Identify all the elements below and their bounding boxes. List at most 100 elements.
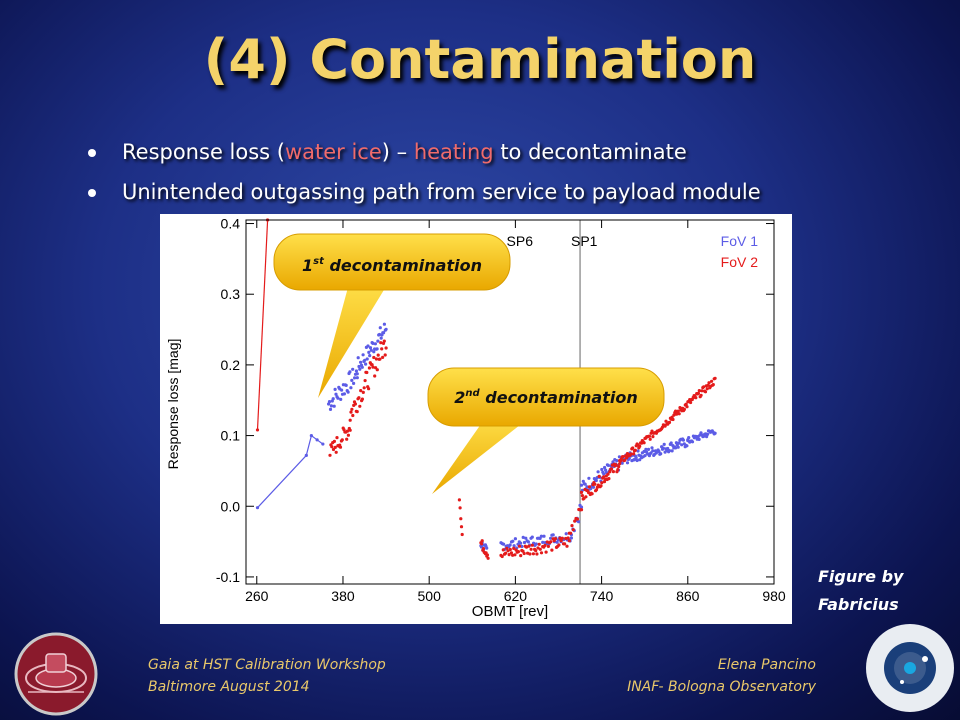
fov1-point (534, 542, 538, 546)
fov2-point (384, 346, 388, 350)
fov1-point (366, 344, 370, 348)
fov2-point (519, 554, 523, 558)
fov2-point (544, 550, 548, 554)
fov2-point (378, 357, 382, 361)
fov1-point (348, 370, 352, 374)
fov1-point (676, 445, 680, 449)
legend-fov1: FoV 1 (721, 233, 759, 249)
fov2-point (501, 548, 505, 552)
fov2-point (350, 407, 354, 411)
fov1-point (361, 353, 365, 357)
fov2-point (648, 437, 652, 441)
y-tick-label: 0.4 (221, 216, 241, 232)
callout-suffix: st (313, 256, 325, 267)
fov1-point (346, 390, 350, 394)
fov1-point (350, 378, 354, 382)
fov1-point (662, 442, 666, 446)
fov1-point (255, 506, 260, 510)
y-axis-label: Response loss [mag] (165, 339, 181, 470)
fov2-point (560, 536, 564, 540)
y-tick-label: 0.1 (221, 428, 241, 444)
x-tick-label: 980 (762, 588, 786, 604)
fov1-point (526, 540, 530, 544)
fov1-point (521, 535, 525, 539)
fov2-point (703, 390, 708, 394)
callout-ordinal: 1 (302, 256, 313, 275)
fov2-point (707, 381, 711, 385)
fov2-point (381, 355, 385, 359)
x-tick-label: 740 (590, 588, 614, 604)
fov2-point (553, 537, 557, 541)
fov1-point (669, 441, 673, 445)
fov1-point (625, 461, 630, 465)
fov1-point (371, 341, 375, 345)
fov2-point (608, 470, 612, 474)
fov2-point (573, 519, 577, 523)
fov2-point (631, 446, 635, 450)
fov1-point (606, 463, 610, 467)
bullet-list: Response loss (water ice) – heating to d… (88, 132, 761, 212)
callout-suffix: nd (465, 388, 480, 399)
fov2-point (333, 445, 337, 449)
fov2-point (611, 470, 615, 474)
fov2-point (550, 548, 554, 552)
fov1-point (354, 369, 358, 373)
x-tick-label: 260 (245, 588, 269, 604)
fov1-point (680, 443, 684, 447)
fov2-point (587, 485, 591, 489)
fov1-point (328, 407, 333, 411)
bullet-highlight: water ice (284, 140, 382, 164)
fov1-point (541, 540, 545, 544)
fov2-point (371, 365, 375, 369)
fov1-point (657, 449, 661, 454)
fov2-point (527, 544, 531, 548)
fov2-point (530, 543, 534, 547)
fov2-point (685, 405, 689, 409)
fov1-point (549, 536, 553, 540)
fov2-point (593, 482, 597, 486)
fov1-line (257, 434, 324, 509)
bullet-item: Unintended outgassing path from service … (88, 172, 761, 212)
fov1-point (646, 447, 651, 451)
fov1-point (304, 453, 308, 457)
fov2-point (563, 542, 567, 546)
fov2-point (460, 532, 464, 537)
fov1-point (604, 468, 608, 472)
fov2-point (538, 547, 542, 551)
fov1-point (363, 358, 367, 362)
fov1-point (603, 465, 607, 470)
fov2-point (546, 544, 550, 548)
fov2-point (600, 481, 604, 485)
fov2-point (672, 413, 676, 417)
fov2-point (557, 543, 561, 547)
fov1-point (634, 456, 638, 460)
fov1-point (321, 442, 325, 446)
fov1-point (373, 342, 377, 346)
fov2-point (508, 547, 512, 552)
bullet-highlight: heating (413, 140, 494, 164)
fov2-point (459, 517, 463, 521)
bullet-text: Response loss ( (122, 140, 285, 164)
fov2-point (689, 400, 693, 405)
callout-first-decontamination: 1st decontamination (273, 233, 511, 398)
callout-label: decontamination (324, 256, 482, 275)
fov2-point (705, 387, 709, 391)
callout-second-decontamination: 2nd decontamination (427, 367, 665, 494)
fov1-point (375, 347, 379, 351)
x-tick-label: 860 (676, 588, 700, 604)
fov1-point (327, 402, 331, 406)
fov2-point (383, 353, 387, 357)
inaf-logo-icon (866, 624, 954, 712)
fov1-point (667, 449, 671, 453)
fov2-point (535, 552, 539, 556)
fov1-point (650, 446, 654, 450)
fov1-point (681, 438, 686, 442)
fov1-point (357, 364, 361, 369)
fov1-point (643, 454, 647, 458)
fov2-point (457, 498, 461, 502)
fov2-point (516, 550, 520, 554)
fov1-point (524, 536, 528, 540)
fov1-point (382, 331, 386, 335)
fov2-point (684, 402, 688, 406)
callout-label: decontamination (480, 388, 638, 407)
